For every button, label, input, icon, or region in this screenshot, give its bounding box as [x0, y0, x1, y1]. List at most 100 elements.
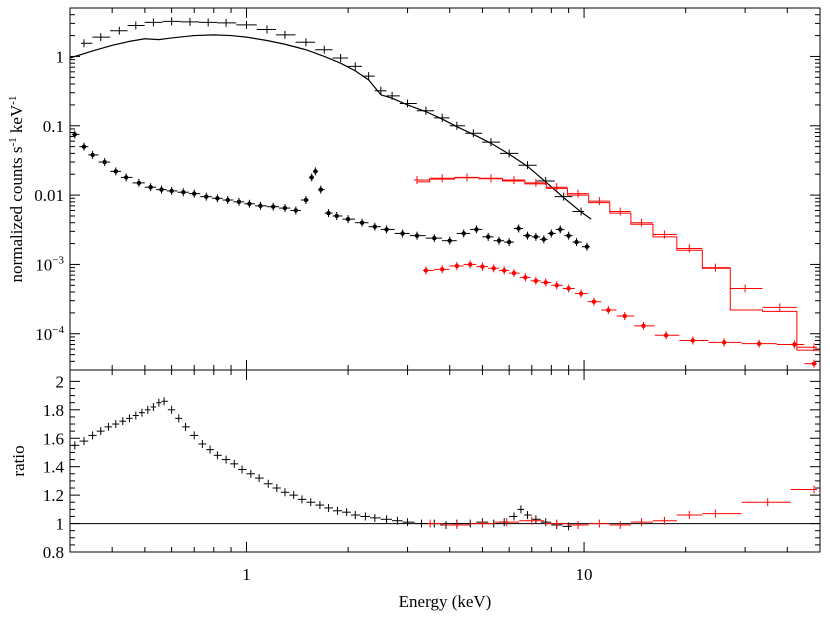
xmm-data-point — [332, 53, 348, 62]
y-tick-label: 2 — [56, 372, 65, 391]
star-marker — [578, 291, 584, 296]
xmm-data-point — [110, 26, 128, 35]
xmm-ratio-point — [254, 474, 264, 483]
star-marker — [159, 187, 164, 192]
top-axis-ticks — [69, 7, 821, 371]
nustar-data-series — [414, 173, 818, 352]
xmm-background-point — [572, 238, 582, 247]
star-marker — [663, 333, 669, 338]
xmm-background-point — [88, 150, 99, 159]
y-tick-label: 1 — [56, 47, 65, 66]
xmm-ratio-point — [392, 516, 403, 525]
nustar-ratio-point — [588, 519, 610, 528]
star-marker — [432, 235, 437, 241]
nustar-data-point — [609, 207, 631, 216]
star-marker — [309, 175, 314, 180]
y-tick-label-base: 0.1 — [43, 117, 64, 136]
xmm-data-point — [315, 45, 333, 54]
star-marker — [113, 169, 118, 174]
star-marker — [549, 231, 554, 236]
xmm-data-point — [399, 99, 417, 108]
xmm-background-point — [504, 238, 514, 247]
star-marker — [566, 286, 571, 291]
y-tick-label: 1.8 — [43, 401, 64, 420]
nustar-ratio-point — [427, 519, 444, 528]
xmm-background-point — [266, 202, 280, 211]
xmm-background-point — [254, 201, 267, 210]
nustar-data-point — [730, 284, 763, 293]
nustar-model-series — [417, 177, 820, 351]
nustar-ratio-point — [609, 520, 631, 529]
star-marker — [541, 237, 547, 242]
xmm-background-point — [523, 231, 532, 240]
xmm-background-point — [222, 195, 234, 204]
nustar-ratio-series — [427, 485, 818, 529]
star-marker — [511, 270, 517, 276]
star-marker — [123, 175, 129, 180]
xmm-data-point — [180, 17, 200, 26]
xmm-ratio-point — [306, 498, 316, 507]
star-marker — [326, 210, 331, 216]
nustar-data-point — [429, 174, 455, 183]
xmm-data-point — [256, 25, 276, 34]
nustar-ratio-point — [567, 520, 589, 529]
xmm-background-point — [355, 218, 369, 227]
x-tick-labels: 1 10 — [242, 565, 592, 584]
xmm-ratio-point — [112, 420, 120, 429]
nustar-data-point — [546, 183, 568, 192]
xmm-ratio-point — [402, 518, 415, 527]
xmm-ratio-point — [198, 439, 207, 448]
star-marker — [533, 278, 539, 284]
xmm-ratio-point — [509, 512, 518, 521]
star-marker — [811, 361, 817, 366]
star-marker — [334, 213, 339, 219]
bottom-axis-ticks — [69, 370, 821, 553]
nustar-ratio-point — [443, 520, 470, 529]
nustar-background-point — [530, 276, 541, 285]
xmm-background-point — [120, 173, 133, 182]
star-marker — [192, 191, 197, 196]
xmm-data-point — [199, 18, 218, 27]
bottom-panel-frame — [69, 369, 821, 553]
star-marker — [136, 180, 142, 186]
top-panel-frame — [69, 7, 821, 371]
y-tick-label-exponent: −3 — [52, 254, 64, 266]
nustar-background-point — [509, 269, 520, 278]
xmm-background-point — [110, 167, 121, 176]
nustar-ratio-point — [741, 498, 791, 507]
xmm-data-point — [554, 192, 573, 201]
xmm-data-point — [465, 129, 483, 138]
star-marker — [525, 233, 530, 238]
xmm-background-point — [380, 225, 395, 234]
bottom-y-axis-label: ratio — [9, 445, 28, 476]
xmm-background-point — [98, 158, 111, 167]
xmm-ratio-point — [156, 398, 162, 407]
star-marker — [423, 268, 429, 273]
xmm-background-point — [166, 186, 178, 195]
star-marker — [474, 227, 479, 232]
nustar-background-point — [574, 289, 588, 298]
nustar-data-point — [567, 189, 589, 198]
xmm-data-point — [275, 30, 296, 39]
xmm-ratio-point — [540, 518, 552, 527]
star-marker — [574, 239, 579, 245]
xmm-background-point — [425, 234, 443, 243]
star-marker — [148, 185, 153, 190]
star-marker — [496, 238, 502, 243]
xmm-ratio-point — [144, 405, 151, 414]
xmm-ratio-point — [88, 431, 97, 440]
xmm-ratio-point — [182, 422, 190, 431]
nustar-data-point — [414, 176, 430, 185]
xmm-ratio-point — [161, 397, 168, 406]
bottom-y-tick-labels: 2 1.8 1.6 1.4 1.2 1 0.8 — [43, 372, 65, 562]
xmm-ratio-point — [524, 511, 532, 520]
y-tick-label-exponent: −4 — [52, 324, 64, 336]
y-tick-label: 1.6 — [43, 429, 64, 448]
y-tick-label: 10−4 — [35, 324, 64, 344]
xmm-background-point — [211, 194, 223, 203]
xmm-data-point — [347, 62, 362, 71]
xmm-background-point — [318, 185, 325, 194]
star-marker — [102, 159, 107, 165]
